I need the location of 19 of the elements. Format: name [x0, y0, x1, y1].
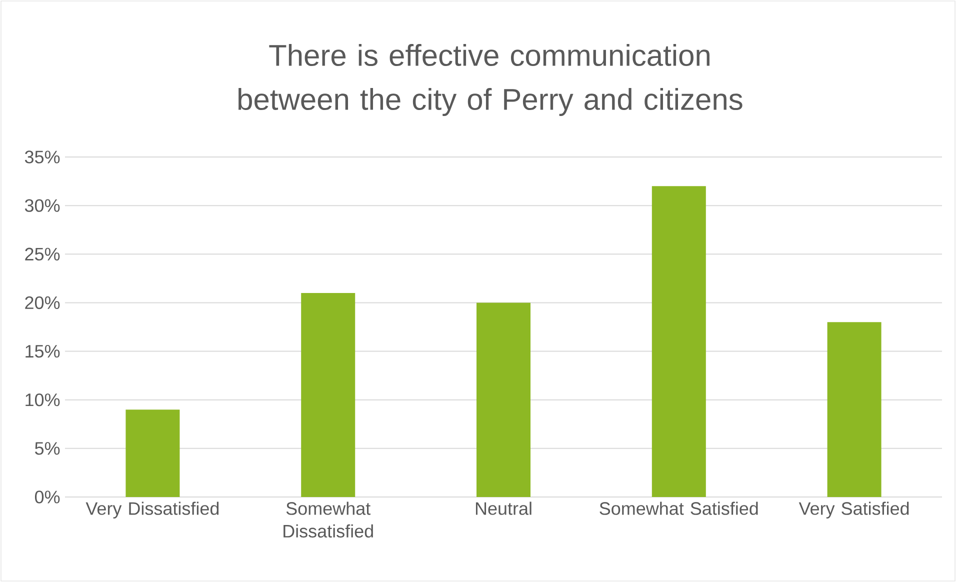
bar: [476, 302, 531, 497]
y-tick-label: 15%: [26, 344, 60, 358]
y-tick-label: 10%: [26, 393, 60, 406]
y-tick-label: 30%: [24, 199, 60, 212]
chart-title: There is effective communication between the city of Perry and citizens: [238, 44, 742, 116]
bar: [827, 322, 882, 497]
y-tick-label: 0%: [34, 490, 60, 504]
x-tick-label: Neutral: [476, 502, 532, 515]
x-tick-label: Somewhat Satisfied: [600, 502, 758, 515]
x-tick-label: Very Dissatisfied: [86, 502, 219, 518]
y-tick-label: 20%: [25, 296, 60, 310]
bar: [652, 186, 706, 497]
bar: [126, 410, 180, 497]
y-tick-label: 35%: [24, 150, 60, 164]
x-tick-label: Very Satisfied: [798, 502, 909, 518]
y-tick-label: 25%: [25, 248, 60, 261]
bar: [301, 293, 356, 497]
y-tick-label: 5%: [34, 442, 60, 455]
x-tick-label: Somewhat Dissatisfied: [284, 502, 373, 538]
